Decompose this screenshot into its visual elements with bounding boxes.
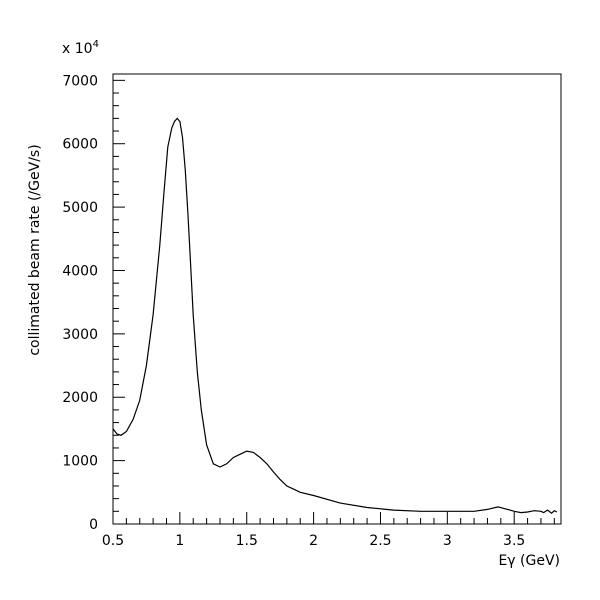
y-axis: 0 1000 2000 3000 4000 5000 6000 7000: [62, 73, 125, 533]
y-tick-label: 5000: [62, 200, 98, 216]
x-tick-label: 2: [309, 533, 318, 549]
y-tick-label: 4000: [62, 263, 98, 279]
y-axis-multiplier-exponent: 4: [93, 39, 99, 50]
y-axis-multiplier: x 104: [62, 39, 99, 57]
y-tick-label: 0: [89, 517, 98, 533]
x-tick-label: 3: [443, 533, 452, 549]
x-axis-title: Eγ (GeV): [498, 553, 560, 569]
y-tick-label: 1000: [62, 454, 98, 470]
x-tick-label: 0.5: [102, 533, 124, 549]
y-tick-label: 3000: [62, 327, 98, 343]
y-tick-label: 6000: [62, 137, 98, 153]
y-tick-label: 2000: [62, 390, 98, 406]
x-tick-label: 1: [175, 533, 184, 549]
y-axis-title: collimated beam rate (/GeV/s): [27, 144, 43, 355]
x-axis: 0.5 1 1.5 2 2.5 3 3.5: [102, 512, 555, 549]
y-tick-label: 7000: [62, 73, 98, 89]
x-tick-label: 3.5: [503, 533, 525, 549]
x-tick-label: 1.5: [236, 533, 258, 549]
plot-frame: [112, 73, 562, 525]
series-line: [112, 117, 558, 514]
x-tick-label: 2.5: [369, 533, 391, 549]
